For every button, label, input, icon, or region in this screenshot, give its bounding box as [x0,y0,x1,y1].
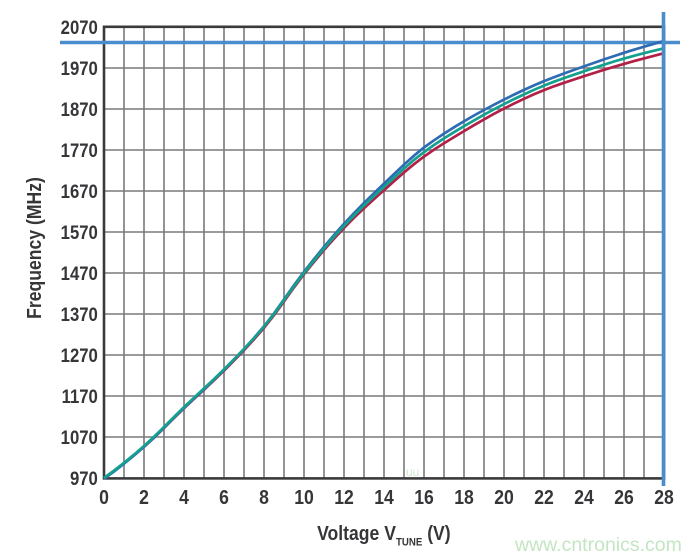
svg-text:1170: 1170 [62,386,98,407]
svg-text:2: 2 [139,486,149,508]
svg-text:970: 970 [70,468,98,489]
svg-text:14: 14 [374,486,394,508]
svg-text:10: 10 [294,486,314,508]
svg-text:18: 18 [454,486,474,508]
svg-text:22: 22 [534,486,554,508]
svg-text:Voltage VTUNE (V): Voltage VTUNE (V) [317,522,451,549]
svg-text:uu: uu [406,465,419,479]
svg-text:2070: 2070 [61,17,98,38]
svg-text:1970: 1970 [61,58,98,79]
svg-text:1870: 1870 [61,99,98,120]
svg-text:24: 24 [574,486,594,508]
svg-text:8: 8 [259,486,269,508]
svg-text:4: 4 [179,486,189,508]
svg-text:1770: 1770 [61,140,98,161]
svg-text:1370: 1370 [61,304,98,325]
svg-text:Frequency (MHz): Frequency (MHz) [23,177,45,319]
svg-text:20: 20 [494,486,514,508]
svg-text:www.cntronics.com: www.cntronics.com [514,534,682,556]
svg-text:28: 28 [654,486,674,508]
svg-text:12: 12 [334,486,354,508]
svg-text:0: 0 [99,486,109,508]
svg-text:1070: 1070 [61,427,98,448]
svg-text:1570: 1570 [61,222,98,243]
svg-text:1270: 1270 [61,345,98,366]
svg-text:16: 16 [414,486,434,508]
svg-text:26: 26 [614,486,634,508]
svg-text:1670: 1670 [61,181,98,202]
svg-text:6: 6 [219,486,229,508]
svg-text:1470: 1470 [61,263,98,284]
